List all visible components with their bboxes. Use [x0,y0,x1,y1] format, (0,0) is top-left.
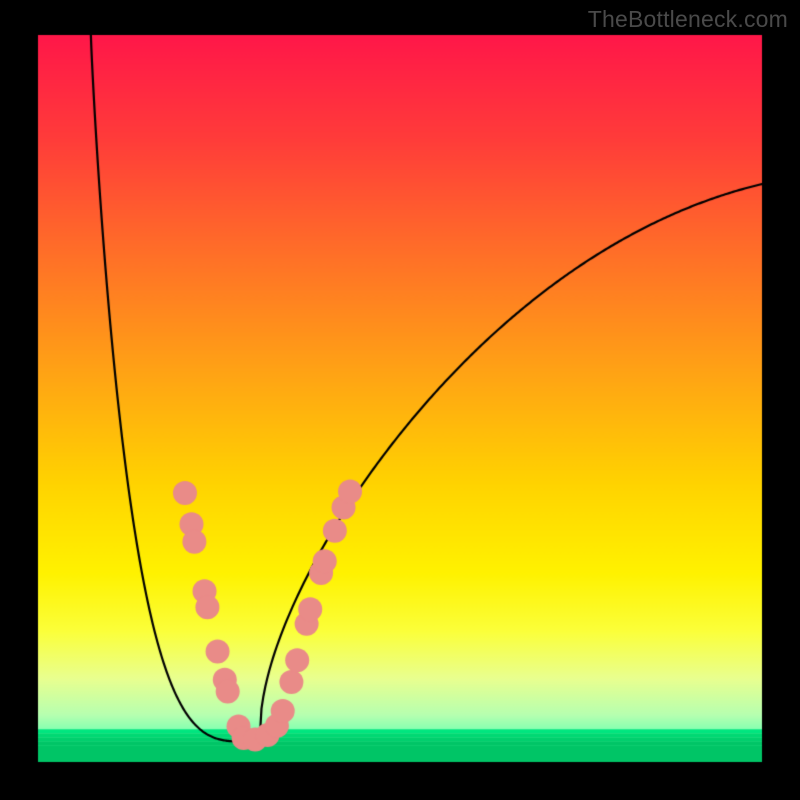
watermark-text: TheBottleneck.com [588,6,788,33]
chart-stage: TheBottleneck.com [0,0,800,800]
bottleneck-curve-chart [0,0,800,800]
